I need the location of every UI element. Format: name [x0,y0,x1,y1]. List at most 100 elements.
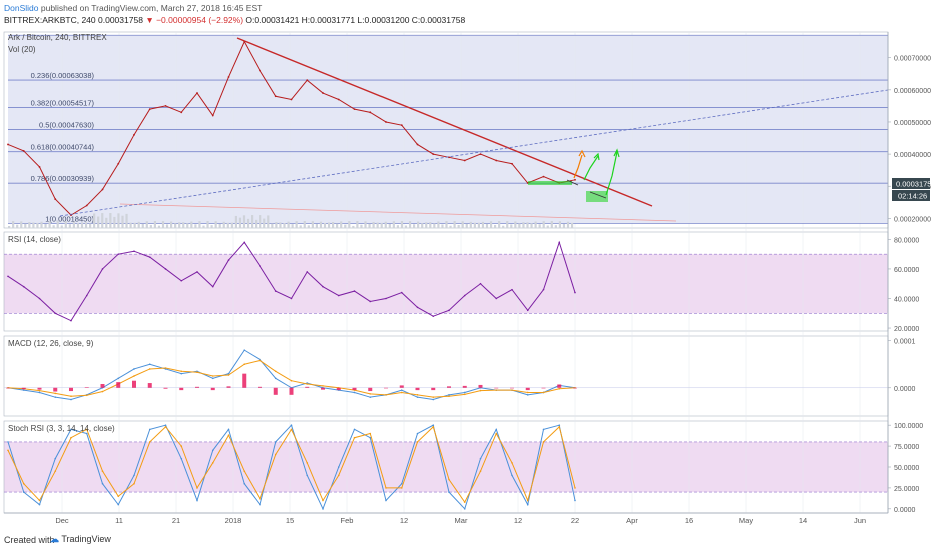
macd-histogram-bar [84,387,89,388]
volume-bar [380,222,383,228]
stoch-d-line-point [290,428,293,431]
rsi-line-point [164,268,167,270]
volume-bar [368,223,371,228]
volume-bar [20,221,23,228]
volume-bar [489,221,493,228]
stoch-k-line-point [180,457,183,460]
chart-header: DonSlido published on TradingView.com, M… [0,0,932,28]
volume-bar [473,222,476,228]
volume-bar [558,221,561,228]
volume-bar [429,222,432,228]
x-tick-label: Apr [626,516,638,525]
stoch-k-line-point [306,474,309,477]
volume-bar [202,225,205,228]
price-point [353,108,356,111]
stoch-d-line-point [416,441,419,443]
author-link[interactable]: DonSlido [4,3,39,13]
macd-histogram-bar [179,387,184,391]
volume-bar [400,221,404,228]
tradingview-brand[interactable]: ☁ TradingView [50,534,111,545]
macd-histogram-bar [242,373,247,388]
volume-bar [109,213,112,228]
macd-histogram-bar [226,386,231,388]
rsi-line-point [337,294,340,297]
volume-bar [323,222,327,228]
chart-canvas[interactable]: 0.236(0.00063038) 0.382(0.00054517) 0.5(0.… [0,28,932,528]
volume-bar [336,223,339,228]
stoch-k-line-point [542,428,545,431]
price-point [463,159,466,162]
macd-histogram-bar [37,387,42,390]
volume-bar [48,221,51,228]
publish-line: DonSlido published on TradingView.com, M… [4,3,262,14]
stoch-d-line-point [101,470,104,472]
volume-bar [417,221,420,228]
x-tick-label: Dec [55,516,69,525]
last-price-tag: 0.00031758 [896,180,932,189]
countdown-tag: 02:14:26 [898,192,927,201]
volume-bar [408,221,412,228]
volume-bar [433,223,436,228]
stoch-k-line-point [148,428,151,431]
price-point [180,111,183,114]
rsi-line-point [180,279,183,282]
signal-line-point [274,370,277,373]
price-change: ▼ −0.00000954 (−2.92%) [145,15,244,25]
x-tick-label: 22 [571,516,579,525]
macd-line-point [448,394,450,396]
rsi-line-point [574,291,576,294]
volume-bar [392,221,395,228]
price-point [196,92,198,94]
signal-line-point [432,396,435,398]
stoch-d-line-point [196,487,198,489]
signal-line-point [180,370,183,373]
volume-bar [76,223,80,228]
rsi-tick-label: 40.0000 [894,296,919,303]
price-point [211,114,214,117]
volume-bar [68,224,71,228]
volume-bar [186,223,189,228]
macd-histogram-bar [163,387,168,389]
volume-bar [153,221,156,228]
price-point [117,162,120,165]
stoch-d-line-point [243,470,246,472]
rsi-line-point [542,288,545,291]
volume-bar [190,221,193,228]
macd-histogram-bar [415,387,420,391]
volume-bar [117,213,120,228]
symbol-text: BITTREX:ARKBTC, 240 [4,15,96,25]
rsi-line-point [7,275,9,278]
macd-histogram-bar [447,386,451,388]
price-point [306,79,309,82]
volume-bar [56,221,59,228]
volume-bar [145,221,148,228]
volume-bar [174,223,177,228]
price-point [85,204,88,207]
volume-bar [457,224,460,228]
stoch-tick-label: 100.0000 [894,423,923,430]
price-point [274,95,277,98]
signal-line-point [196,371,198,374]
rsi-line-point [243,241,246,244]
stoch-d-line-point [542,441,545,443]
volume-bar [24,223,27,228]
rsi-line-point [259,265,261,267]
stoch-k-line-point [574,499,576,502]
stoch-band-fill [4,441,888,493]
stoch-k-line-point [495,428,498,431]
rsi-line-point [463,294,466,297]
signal-line-point [38,389,41,392]
x-tick-label: Jun [854,516,866,525]
macd-line-point [227,372,230,375]
orange-arrow-icon [573,154,583,179]
macd-line-point [54,396,57,398]
volume-bar [404,225,408,228]
volume-bar [242,215,246,228]
macd-line-point [211,377,214,380]
volume-bar [214,221,217,228]
stoch-d-line-point [227,434,230,437]
x-tick-label: 12 [400,516,408,525]
macd-histogram-bar [289,387,294,395]
price-point [432,153,435,155]
volume-bar [125,213,128,228]
